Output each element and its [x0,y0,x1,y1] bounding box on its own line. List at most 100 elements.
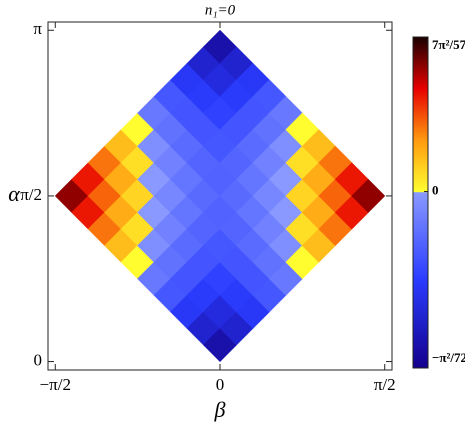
colorbar-strip [413,239,428,241]
colorbar [413,37,428,369]
colorbar-strip [413,223,428,225]
colorbar-strip [413,86,428,88]
colorbar-strip [413,303,428,305]
colorbar-strip [413,43,428,45]
colorbar-strip [413,337,428,339]
colorbar-strip [413,84,428,86]
colorbar-strip [413,118,428,120]
colorbar-strip [413,97,428,99]
colorbar-strip [413,113,428,115]
colorbar-strip [413,141,428,143]
colorbar-strip [413,321,428,323]
colorbar-strip [413,359,428,361]
colorbar-strip [413,257,428,259]
colorbar-strip [413,173,428,175]
colorbar-strip [413,68,428,70]
colorbar-strip [413,104,428,106]
colorbar-strip [413,213,428,215]
colorbar-strip [413,204,428,206]
colorbar-strip [413,323,428,325]
colorbar-strip [413,121,428,123]
colorbar-strip [413,295,428,297]
colorbar-strip [413,69,428,71]
colorbar-strip [413,162,428,164]
colorbar-strip [413,79,428,81]
colorbar-strip [413,63,428,65]
colorbar-strip [413,107,428,109]
colorbar-strip [413,52,428,54]
colorbar-strip [413,94,428,96]
colorbar-strip [413,269,428,271]
colorbar-strip [413,65,428,67]
colorbar-strip [413,349,428,351]
colorbar-strip [413,343,428,345]
colorbar-strip [413,272,428,274]
colorbar-strip [413,192,428,194]
colorbar-strip [413,139,428,141]
colorbar-strip [413,96,428,98]
y-tick-label: π [33,19,42,38]
colorbar-strip [413,60,428,62]
colorbar-strip [413,119,428,121]
colorbar-strip [413,98,428,100]
colorbar-strip [413,103,428,105]
colorbar-strip [413,131,428,133]
colorbar-strip [413,159,428,161]
colorbar-strip [413,231,428,233]
colorbar-strip [413,175,428,177]
x-tick-label: π/2 [374,375,396,394]
colorbar-strip [413,109,428,111]
colorbar-strip [413,228,428,230]
colorbar-strip [413,346,428,348]
colorbar-strip [413,244,428,246]
colorbar-strip [413,164,428,166]
colorbar-strip [413,364,428,366]
colorbar-strip [413,255,428,257]
colorbar-strip [413,49,428,51]
colorbar-strip [413,187,428,189]
colorbar-strip [413,209,428,211]
colorbar-strip [413,73,428,75]
colorbar-strip [413,160,428,162]
colorbar-strip [413,322,428,324]
colorbar-strip [413,72,428,74]
colorbar-strip [413,172,428,174]
x-axis-label: β [214,397,226,422]
colorbar-strip [413,240,428,242]
colorbar-strip [413,147,428,149]
colorbar-strip [413,227,428,229]
colorbar-strip [413,275,428,277]
colorbar-strip [413,306,428,308]
colorbar-strip [413,106,428,108]
colorbar-strip [413,80,428,82]
colorbar-strip [413,332,428,334]
colorbar-strip [413,248,428,250]
colorbar-strip [413,229,428,231]
colorbar-strip [413,202,428,204]
colorbar-strip [413,287,428,289]
colorbar-strip [413,154,428,156]
y-tick-label: π/2 [20,185,42,204]
colorbar-strip [413,297,428,299]
colorbar-strip [413,310,428,312]
colorbar-strip [413,168,428,170]
colorbar-strip [413,242,428,244]
colorbar-strip [413,363,428,365]
colorbar-strip [413,185,428,187]
colorbar-strip [413,77,428,79]
colorbar-strip [413,249,428,251]
colorbar-strip [413,207,428,209]
colorbar-strip [413,356,428,358]
colorbar-strip [413,196,428,198]
colorbar-strip [413,158,428,160]
colorbar-strip [413,214,428,216]
colorbar-strip [413,219,428,221]
colorbar-strip [413,132,428,134]
colorbar-strip [413,174,428,176]
colorbar-strip [413,183,428,185]
colorbar-strip [413,238,428,240]
colorbar-strip [413,292,428,294]
colorbar-strip [413,265,428,267]
colorbar-strip [413,156,428,158]
colorbar-strip [413,59,428,61]
